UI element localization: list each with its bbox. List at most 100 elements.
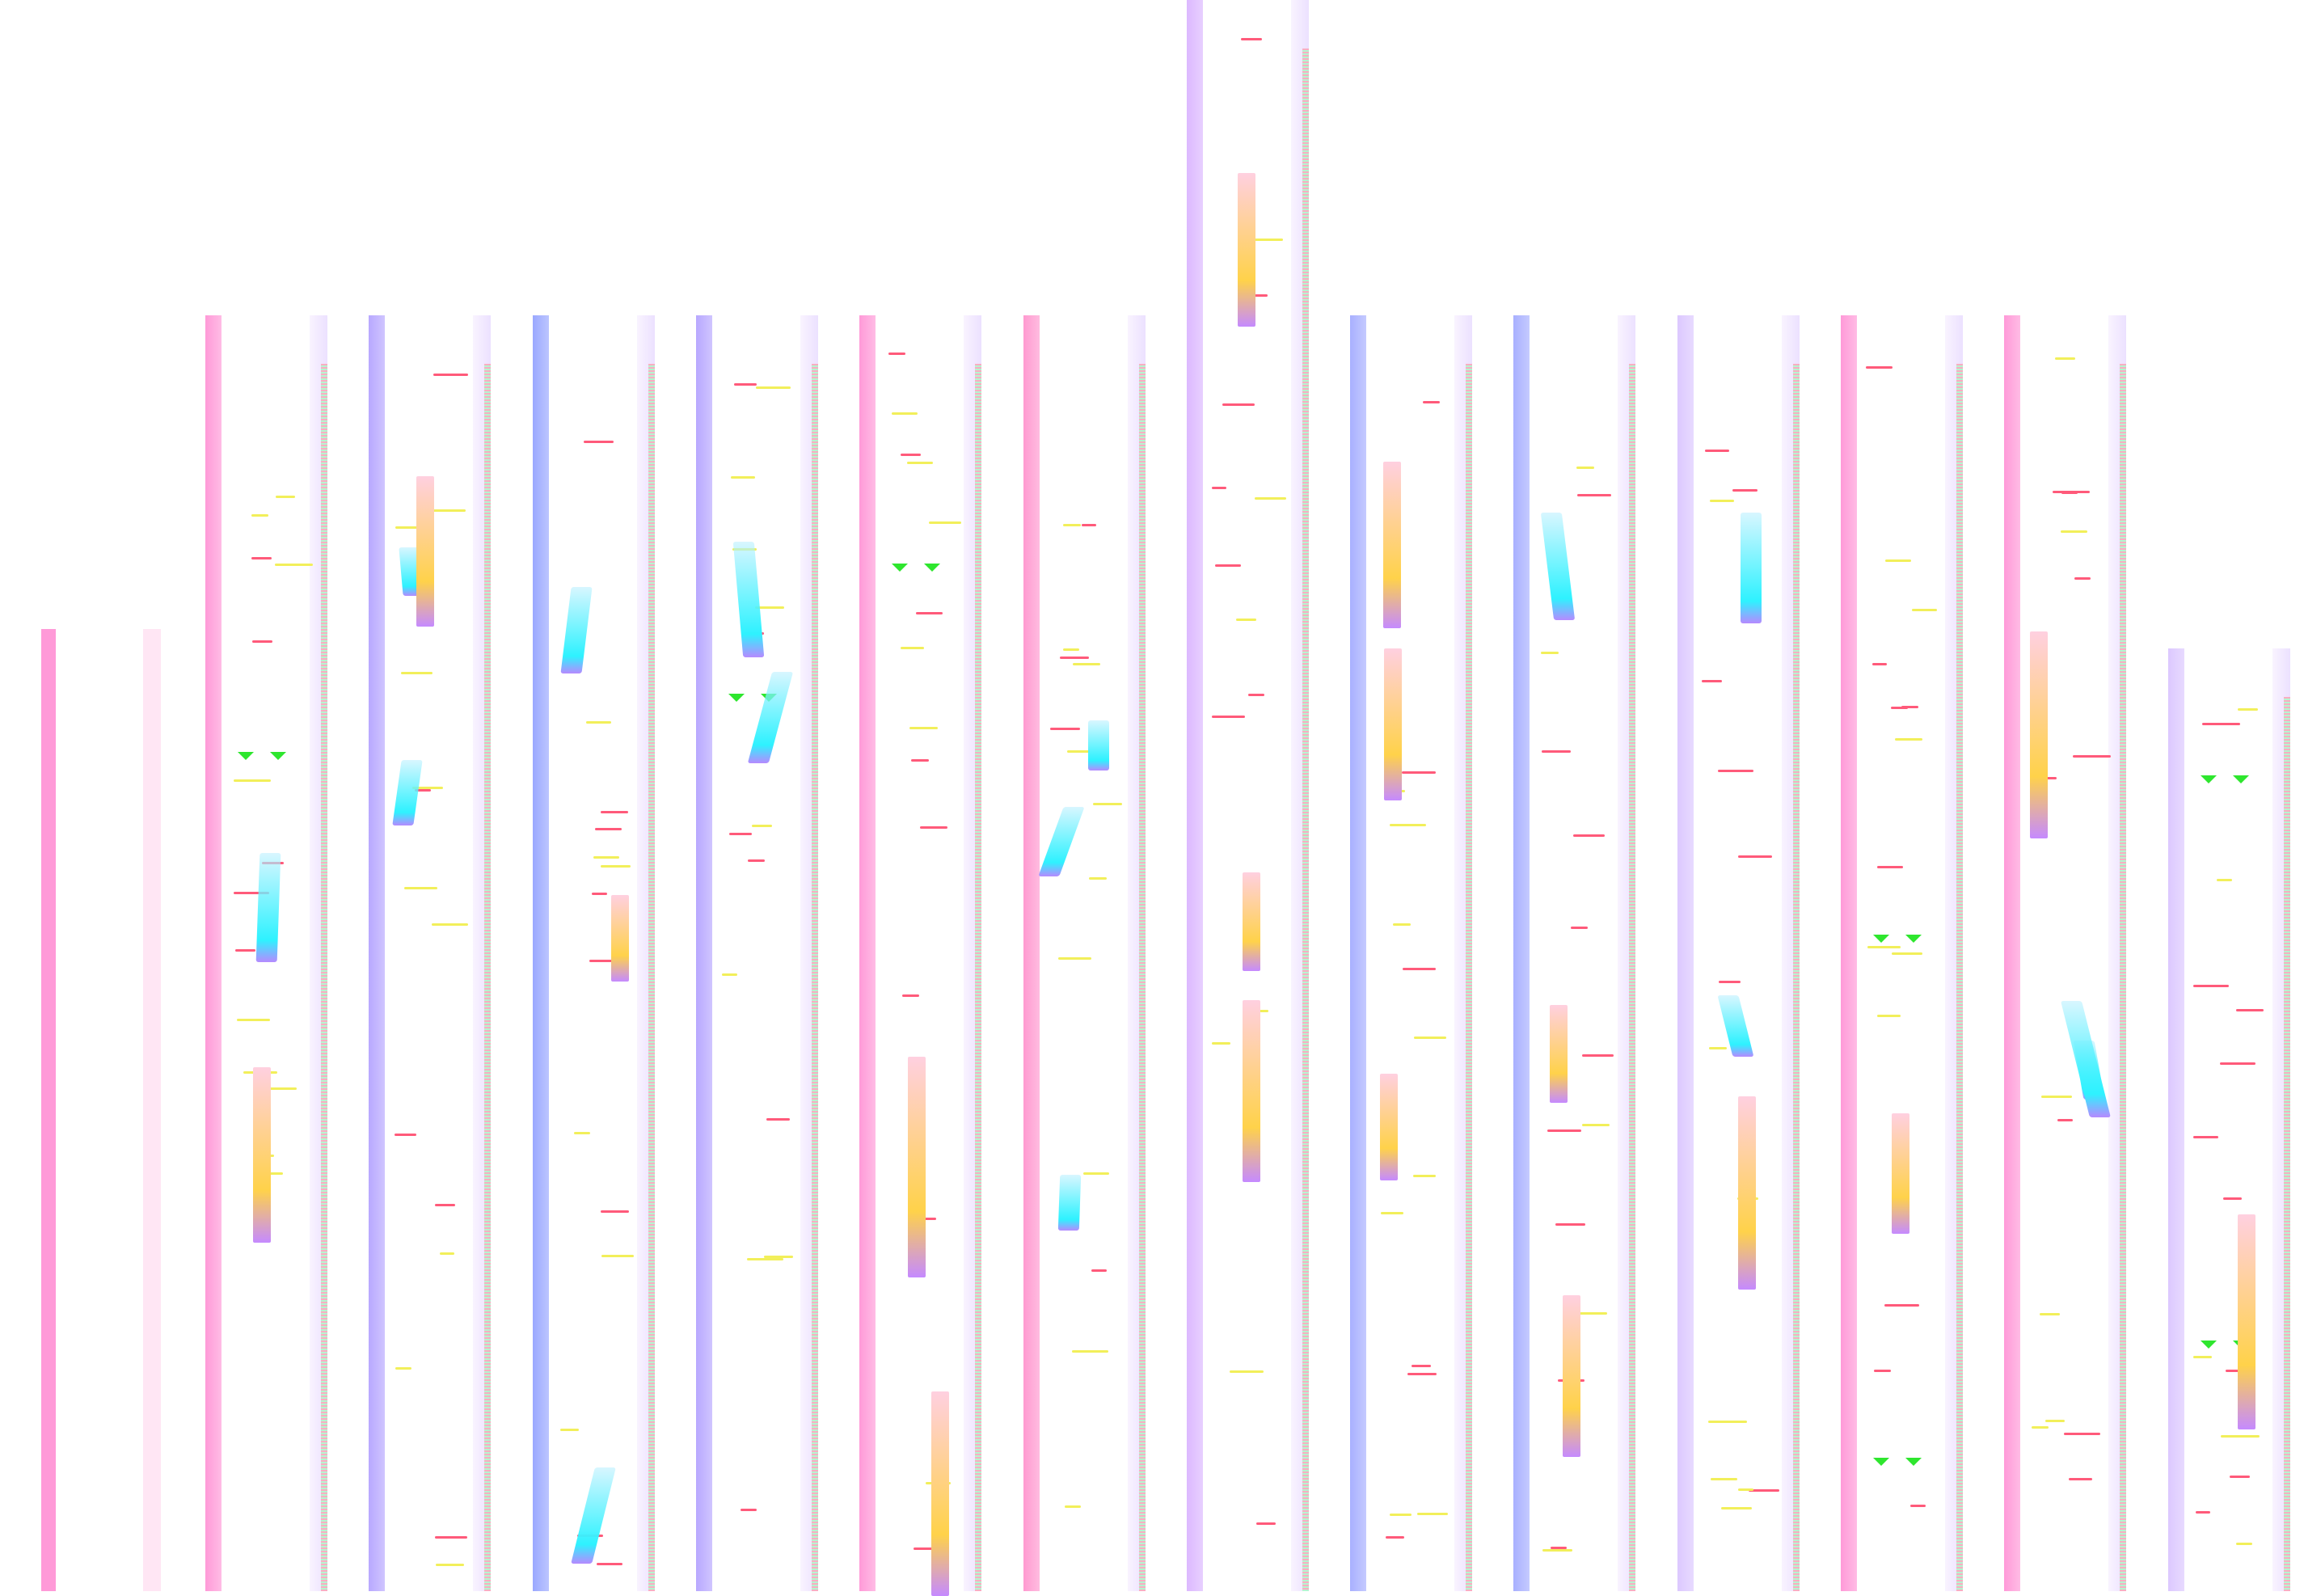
tick-mark	[907, 462, 934, 465]
tick-mark	[400, 672, 433, 675]
tick-mark	[901, 646, 924, 649]
tick-mark	[2063, 1432, 2101, 1435]
tick-mark	[1708, 1420, 1747, 1423]
tower-column	[695, 315, 818, 1591]
tick-mark	[1876, 1015, 1901, 1018]
column-left-band	[1023, 315, 1040, 1591]
tick-mark	[1063, 524, 1081, 527]
tick-mark	[1748, 1489, 1780, 1493]
gradient-bar	[1243, 1000, 1261, 1183]
green-triangle-marker-icon	[2200, 775, 2217, 784]
tick-mark	[1093, 802, 1123, 805]
gradient-bar	[1383, 462, 1402, 629]
tick-mark	[1091, 1269, 1107, 1273]
tick-mark	[233, 891, 270, 894]
tick-mark	[764, 1256, 794, 1259]
tick-mark	[594, 828, 622, 831]
tick-mark	[928, 521, 962, 524]
tower-column	[859, 315, 982, 1596]
column-edge-hatch	[648, 364, 655, 1591]
tick-mark	[2039, 777, 2057, 780]
tick-mark	[1403, 967, 1437, 970]
tick-mark	[1422, 400, 1440, 403]
tick-mark	[747, 1257, 784, 1260]
tick-mark	[1072, 1350, 1109, 1353]
cyan-shape	[1038, 806, 1085, 876]
tick-mark	[1380, 1212, 1403, 1215]
tick-mark	[1704, 449, 1730, 452]
tick-mark	[2068, 1478, 2093, 1481]
tick-mark	[1570, 926, 1588, 929]
tick-mark	[2192, 985, 2230, 988]
cyan-shape	[1057, 1175, 1081, 1231]
tick-mark	[266, 1087, 297, 1091]
tick-mark	[891, 412, 918, 415]
tower-column	[532, 315, 655, 1591]
tick-mark	[1241, 38, 1262, 41]
gradient-bar	[908, 1056, 926, 1277]
tick-mark	[2192, 1136, 2219, 1139]
tick-mark	[601, 1254, 634, 1257]
tick-mark	[433, 373, 469, 376]
tick-mark	[591, 892, 608, 895]
tick-mark	[1911, 608, 1937, 611]
column-edge-hatch	[1138, 364, 1146, 1591]
gradient-bar	[1737, 1096, 1756, 1290]
tick-mark	[1866, 366, 1893, 369]
tick-mark	[251, 556, 272, 559]
tick-mark	[1572, 834, 1606, 838]
tick-mark	[919, 826, 947, 830]
tick-mark	[439, 1252, 454, 1256]
tick-mark	[1401, 771, 1437, 775]
tick-mark	[1877, 865, 1903, 868]
tick-mark	[1891, 706, 1909, 709]
tick-mark	[601, 1210, 629, 1213]
tick-mark	[2072, 754, 2111, 758]
tick-mark	[1547, 1129, 1581, 1132]
tick-mark	[740, 1509, 757, 1511]
tower-column	[1023, 315, 1146, 1591]
tick-mark	[1073, 662, 1101, 665]
tick-mark	[2052, 490, 2091, 493]
tick-mark	[395, 526, 417, 530]
tick-mark	[1215, 564, 1241, 568]
tick-mark	[2237, 708, 2259, 711]
green-triangle-marker-icon	[2200, 1340, 2217, 1349]
tick-mark	[2196, 1510, 2211, 1514]
tick-mark	[1247, 239, 1283, 242]
tick-mark	[755, 386, 791, 390]
tick-mark	[1412, 1175, 1437, 1178]
tick-mark	[1867, 946, 1901, 949]
tower-column	[1841, 315, 1963, 1591]
tick-mark	[1390, 1514, 1412, 1517]
tower-column	[369, 315, 492, 1591]
tick-mark	[888, 352, 905, 355]
column-edge-hatch	[1302, 49, 1309, 1591]
tick-mark	[1063, 648, 1079, 652]
tick-mark	[233, 779, 271, 782]
tick-mark	[1738, 855, 1773, 858]
green-triangle-marker-icon	[1905, 935, 1922, 944]
gradient-bar	[1562, 1294, 1580, 1457]
tick-mark	[600, 864, 631, 868]
cyan-shape	[1540, 513, 1575, 621]
tick-mark	[2057, 1119, 2074, 1122]
tick-mark	[1542, 749, 1572, 753]
tower-column	[1513, 315, 1636, 1591]
tick-mark	[583, 440, 614, 443]
tick-mark	[1709, 1046, 1728, 1049]
gradient-bar	[1380, 1074, 1399, 1181]
tick-mark	[728, 833, 752, 836]
tick-mark	[1873, 1370, 1892, 1373]
tick-mark	[1229, 1370, 1264, 1374]
cyan-shape	[1088, 720, 1110, 771]
tick-mark	[1089, 876, 1107, 880]
tick-mark	[2229, 1476, 2250, 1479]
tick-mark	[1718, 770, 1753, 773]
column-left-band	[1350, 315, 1367, 1591]
tick-mark	[2074, 576, 2091, 580]
tick-mark	[1720, 1507, 1752, 1510]
gradient-bar	[416, 476, 434, 627]
green-triangle-marker-icon	[238, 752, 254, 761]
column-left-band	[859, 315, 876, 1591]
